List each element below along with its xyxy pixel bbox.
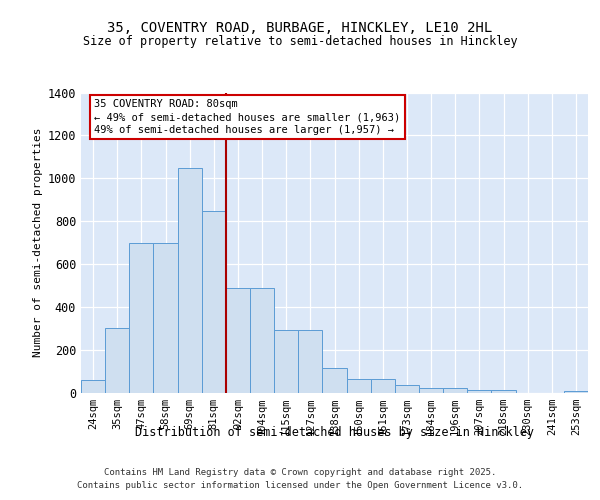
Bar — [226, 288, 250, 393]
Bar — [467, 390, 491, 392]
Bar — [347, 378, 371, 392]
Text: 35, COVENTRY ROAD, BURBAGE, HINCKLEY, LE10 2HL: 35, COVENTRY ROAD, BURBAGE, HINCKLEY, LE… — [107, 20, 493, 34]
Bar — [178, 168, 202, 392]
Bar — [298, 330, 322, 392]
Text: Contains HM Land Registry data © Crown copyright and database right 2025.: Contains HM Land Registry data © Crown c… — [104, 468, 496, 477]
Bar — [419, 388, 443, 392]
Bar — [250, 288, 274, 393]
Text: 35 COVENTRY ROAD: 80sqm
← 49% of semi-detached houses are smaller (1,963)
49% of: 35 COVENTRY ROAD: 80sqm ← 49% of semi-de… — [94, 99, 401, 136]
Bar — [322, 368, 347, 392]
Y-axis label: Number of semi-detached properties: Number of semi-detached properties — [34, 128, 43, 357]
Bar — [129, 242, 154, 392]
Bar — [274, 330, 298, 392]
Bar — [491, 390, 515, 392]
Bar — [81, 380, 105, 392]
Bar — [443, 388, 467, 392]
Bar — [154, 242, 178, 392]
Bar — [202, 212, 226, 392]
Bar — [105, 328, 129, 392]
Text: Distribution of semi-detached houses by size in Hinckley: Distribution of semi-detached houses by … — [136, 426, 534, 439]
Text: Size of property relative to semi-detached houses in Hinckley: Size of property relative to semi-detach… — [83, 36, 517, 49]
Bar — [395, 385, 419, 392]
Bar — [371, 378, 395, 392]
Text: Contains public sector information licensed under the Open Government Licence v3: Contains public sector information licen… — [77, 482, 523, 490]
